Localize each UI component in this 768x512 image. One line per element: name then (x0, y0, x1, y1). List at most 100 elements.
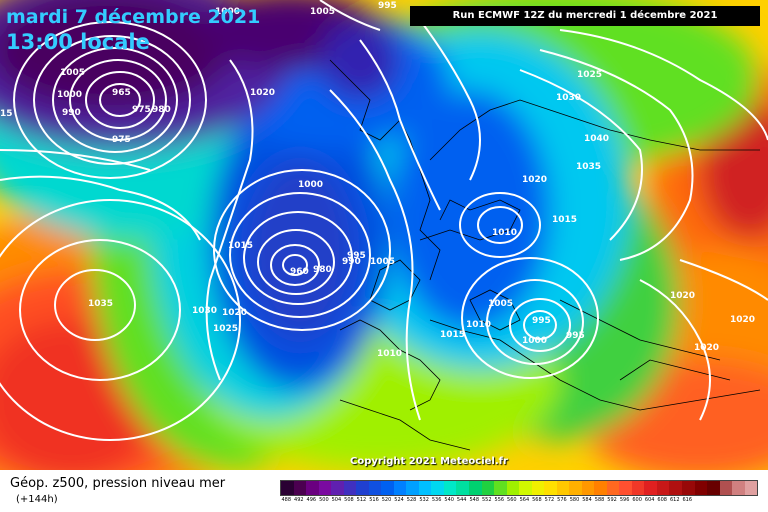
legend-swatch (682, 481, 695, 495)
legend-tick-label: 576 (557, 497, 567, 503)
legend-swatch (581, 481, 595, 495)
color-scale (280, 480, 758, 496)
legend-tick-label: 612 (669, 497, 680, 503)
pressure-label: 995 (378, 1, 397, 11)
pressure-label: 990 (62, 108, 81, 118)
forecast-date: mardi 7 décembre 2021 (6, 6, 261, 28)
legend-tick-label: 556 (494, 497, 505, 503)
legend-tick-label: 560 (507, 497, 517, 503)
legend-swatch (368, 481, 382, 495)
legend-swatch (306, 481, 319, 495)
legend-swatch (393, 481, 407, 495)
pressure-label: 1005 (370, 257, 395, 267)
legend-swatch (456, 481, 469, 495)
legend-tick-label: 544 (456, 497, 467, 503)
pressure-label: 1020 (694, 343, 719, 353)
legend-swatch (343, 481, 357, 495)
pressure-label: 1035 (88, 299, 113, 309)
pressure-label: 1020 (670, 291, 695, 301)
legend-swatch (569, 481, 582, 495)
run-info: Run ECMWF 12Z du mercredi 1 décembre 202… (410, 6, 760, 26)
legend-tick-label (744, 497, 757, 507)
legend-tick-label: 532 (419, 497, 429, 503)
pressure-label: 1020 (250, 88, 275, 98)
legend-swatch (418, 481, 432, 495)
legend-swatch (744, 481, 758, 495)
legend-tick-label: 600 (632, 497, 642, 503)
legend-swatch (519, 481, 532, 495)
legend-tick-label: 500 (319, 497, 329, 503)
pressure-label: 1005 (488, 299, 513, 309)
pressure-label: 995 (532, 316, 551, 326)
pressure-label: 1000 (57, 90, 82, 100)
legend-tick-label: 616 (682, 497, 693, 503)
legend-swatch (606, 481, 620, 495)
pressure-label: 1000 (522, 336, 547, 346)
legend-swatch (719, 481, 733, 495)
legend-tick-label: 592 (607, 497, 617, 503)
legend-swatch (619, 481, 632, 495)
legend-tick-label: 584 (582, 497, 592, 503)
legend-tick-label: 604 (644, 497, 655, 503)
legend-tick-label: 488 (281, 497, 292, 503)
legend-tick-label: 580 (569, 497, 580, 503)
legend-swatch (669, 481, 682, 495)
pressure-label: 1020 (730, 315, 755, 325)
pressure-label: 1020 (222, 308, 247, 318)
forecast-lead-time: (+144h) (16, 494, 58, 505)
legend-swatch (431, 481, 444, 495)
legend-tick-label: 572 (544, 497, 555, 503)
legend-swatch (494, 481, 507, 495)
legend-swatch (356, 481, 369, 495)
legend-swatch (594, 481, 607, 495)
legend-tick-label: 520 (381, 497, 392, 503)
legend-tick-label (706, 497, 719, 507)
legend-swatch (694, 481, 708, 495)
geopotential-field: 1000 1005 995 1005 1000 965 975 980 990 … (0, 0, 768, 470)
pressure-label: 1010 (466, 320, 491, 330)
pressure-label: 995 (566, 331, 585, 341)
legend-tick-label: 528 (406, 497, 417, 503)
legend-tick-label (719, 497, 732, 507)
legend-tick-label: 492 (294, 497, 304, 503)
pressure-labels: 1000 1005 995 1005 1000 965 975 980 990 … (0, 1, 755, 359)
legend-swatch (506, 481, 520, 495)
pressure-label: 1005 (60, 68, 85, 78)
pressure-label: 965 (112, 88, 131, 98)
forecast-time: 13:00 locale (6, 30, 150, 54)
pressure-label: 995 (347, 251, 366, 261)
legend-tick-label: 540 (444, 497, 454, 503)
legend-swatch (318, 481, 332, 495)
legend-tick-label: 608 (657, 497, 667, 503)
legend-swatch (481, 481, 495, 495)
pressure-label: 1000 (298, 180, 323, 190)
legend-swatch (544, 481, 557, 495)
pressure-label: 1000 (215, 7, 240, 17)
pressure-label: 1010 (377, 349, 402, 359)
legend-tick-label: 496 (306, 497, 317, 503)
pressure-label: 15 (0, 109, 13, 119)
pressure-label: 980 (313, 265, 332, 275)
legend-tick-label: 552 (481, 497, 492, 503)
color-field (0, 0, 768, 470)
isobars (0, 0, 768, 441)
legend-tick-label: 564 (519, 497, 530, 503)
legend-tick-label: 536 (431, 497, 442, 503)
legend-tick-label (731, 497, 744, 507)
legend-swatch (732, 481, 745, 495)
legend-swatch (468, 481, 482, 495)
legend-tick-label: 504 (331, 497, 342, 503)
legend: Géop. z500, pression niveau mer (+144h) … (0, 470, 768, 512)
legend-swatch (293, 481, 307, 495)
legend-tick-label: 516 (369, 497, 379, 503)
pressure-label: 1025 (577, 70, 602, 80)
pressure-label: 1005 (310, 7, 335, 17)
pressure-label: 990 (342, 257, 361, 267)
legend-tick-label: 508 (344, 497, 354, 503)
legend-tick-label: 524 (394, 497, 404, 503)
legend-tick-label: 548 (469, 497, 479, 503)
legend-swatch (281, 481, 294, 495)
weather-map: 1000 1005 995 1005 1000 965 975 980 990 … (0, 0, 768, 470)
legend-tick-label: 596 (619, 497, 630, 503)
legend-swatch (443, 481, 457, 495)
